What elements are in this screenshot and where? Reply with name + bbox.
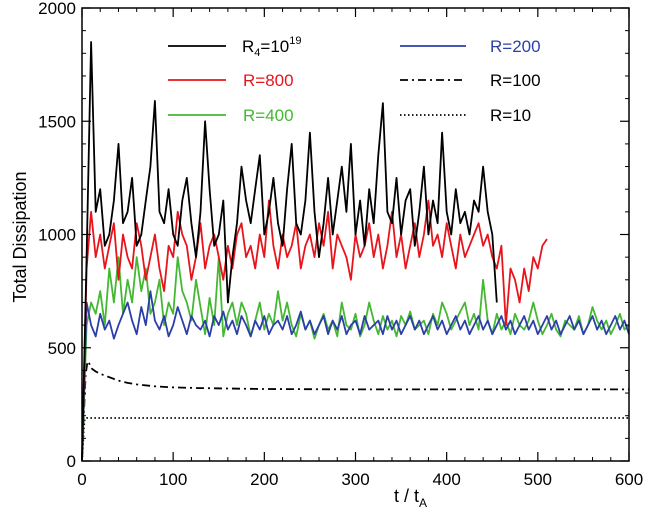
legend-r4-name: R — [242, 37, 254, 56]
y-tick-label: 1500 — [38, 112, 76, 131]
x-axis-label: t / tA — [394, 486, 427, 510]
x-tick-label: 0 — [77, 470, 86, 489]
x-tick-label: 400 — [432, 470, 460, 489]
series-line-r-100 — [81, 360, 629, 462]
x-tick-label: 100 — [159, 470, 187, 489]
series-layer — [81, 41, 630, 462]
y-tick-label: 0 — [67, 452, 76, 471]
x-axis-label-main: t / t — [394, 486, 419, 506]
series-line-r-800 — [81, 199, 548, 462]
legend-label-r800: R=800 — [243, 71, 294, 90]
legend-label-r4: R4=1019 — [242, 35, 302, 59]
y-tick-label: 500 — [48, 339, 76, 358]
series-line-r-400 — [81, 256, 630, 462]
x-tick-label: 500 — [524, 470, 552, 489]
y-tick-label: 1000 — [38, 226, 76, 245]
series-line-r-200 — [81, 290, 630, 462]
x-tick-label: 300 — [341, 470, 369, 489]
legend-r4-sup: 19 — [289, 35, 301, 47]
y-tick-label: 2000 — [38, 0, 76, 18]
legend-label-r200: R=200 — [490, 37, 541, 56]
legend: R4=1019 R=800 R=400 R=200 R=100 R=10 — [168, 35, 541, 125]
x-axis-label-sub: A — [419, 496, 427, 510]
x-tick-label: 600 — [615, 470, 643, 489]
x-tick-label: 200 — [250, 470, 278, 489]
series-line-r4 — [81, 41, 498, 462]
series-line-r-10 — [81, 417, 629, 462]
legend-label-r10: R=10 — [490, 106, 531, 125]
legend-label-r100: R=100 — [490, 71, 541, 90]
ticks-layer: 0 100 200 300 400 500 600 0 500 1000 1500 2000 — [38, 0, 643, 489]
legend-r4-rest: =10 — [260, 37, 289, 56]
legend-label-r400: R=400 — [243, 106, 294, 125]
legend-r4-sub: 4 — [254, 47, 260, 59]
y-axis-label: Total Dissipation — [10, 171, 30, 302]
